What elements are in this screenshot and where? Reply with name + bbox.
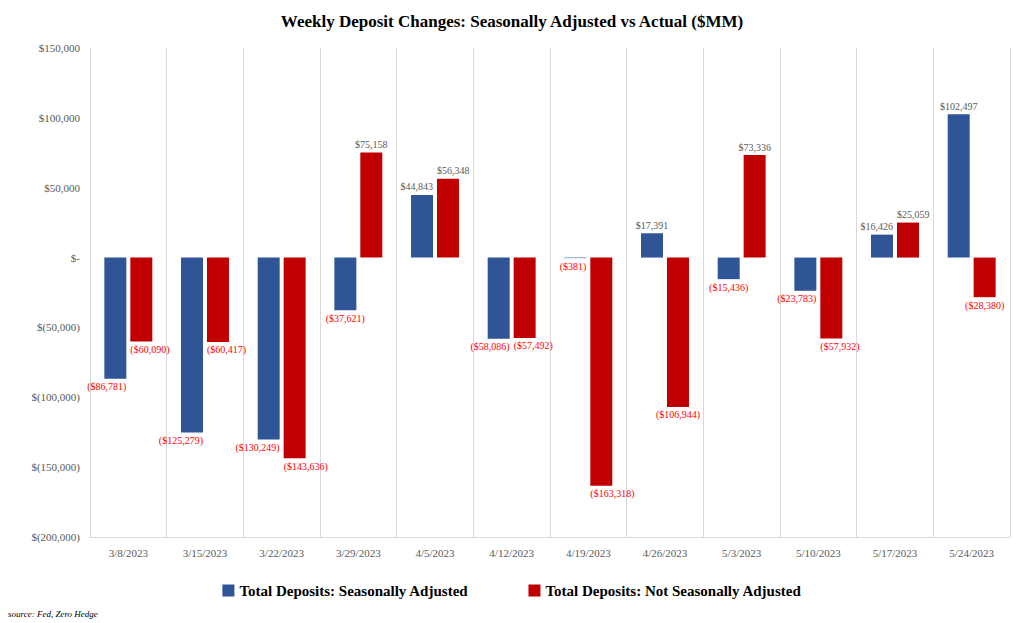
svg-text:4/5/2023: 4/5/2023 [415, 547, 455, 559]
svg-text:$100,000: $100,000 [39, 112, 81, 124]
svg-text:($58,086): ($58,086) [471, 341, 510, 353]
svg-text:Weekly Deposit Changes: Season: Weekly Deposit Changes: Seasonally Adjus… [281, 12, 743, 31]
svg-text:5/3/2023: 5/3/2023 [722, 547, 762, 559]
svg-text:($28,380): ($28,380) [965, 300, 1004, 312]
svg-text:source: Fed, Zero Hedge: source: Fed, Zero Hedge [8, 609, 98, 619]
svg-text:$(100,000): $(100,000) [31, 391, 80, 404]
svg-text:Total Deposits: Seasonally Adj: Total Deposits: Seasonally Adjusted [239, 583, 468, 599]
svg-text:$56,348: $56,348 [437, 165, 470, 176]
svg-text:$(50,000): $(50,000) [37, 321, 80, 334]
svg-text:($130,249): ($130,249) [236, 442, 280, 454]
svg-text:5/17/2023: 5/17/2023 [873, 547, 918, 559]
svg-text:($86,781): ($86,781) [87, 381, 126, 393]
svg-text:$16,426: $16,426 [861, 221, 894, 232]
svg-text:($15,436): ($15,436) [709, 282, 748, 294]
svg-text:3/8/2023: 3/8/2023 [109, 547, 149, 559]
svg-text:($106,944): ($106,944) [656, 409, 700, 421]
svg-text:($60,417): ($60,417) [207, 344, 246, 356]
svg-text:$75,158: $75,158 [355, 139, 388, 150]
svg-text:($60,090): ($60,090) [130, 344, 169, 356]
svg-text:$73,336: $73,336 [738, 142, 771, 153]
svg-text:$50,000: $50,000 [44, 182, 80, 194]
svg-text:($23,783): ($23,783) [777, 293, 816, 305]
svg-text:$17,391: $17,391 [636, 220, 669, 231]
svg-text:($381): ($381) [560, 261, 587, 273]
svg-text:3/29/2023: 3/29/2023 [336, 547, 381, 559]
svg-text:($143,636): ($143,636) [284, 461, 328, 473]
svg-text:3/15/2023: 3/15/2023 [183, 547, 228, 559]
svg-text:($37,621): ($37,621) [326, 313, 365, 325]
svg-text:$-: $- [71, 252, 81, 264]
svg-text:$102,497: $102,497 [940, 101, 978, 112]
svg-text:($57,932): ($57,932) [820, 341, 859, 353]
svg-text:3/22/2023: 3/22/2023 [259, 547, 304, 559]
svg-text:4/19/2023: 4/19/2023 [566, 547, 611, 559]
svg-text:Total Deposits: Not Seasonally: Total Deposits: Not Seasonally Adjusted [545, 583, 801, 599]
svg-text:4/26/2023: 4/26/2023 [643, 547, 688, 559]
svg-text:$44,843: $44,843 [401, 181, 434, 192]
svg-text:($57,492): ($57,492) [514, 340, 553, 352]
svg-text:($125,279): ($125,279) [159, 435, 203, 447]
svg-text:5/24/2023: 5/24/2023 [949, 547, 994, 559]
svg-text:$(200,000): $(200,000) [31, 531, 80, 544]
svg-text:4/12/2023: 4/12/2023 [489, 547, 534, 559]
svg-text:$(150,000): $(150,000) [31, 461, 80, 474]
svg-text:5/10/2023: 5/10/2023 [796, 547, 841, 559]
svg-text:($163,318): ($163,318) [590, 488, 634, 500]
svg-text:$25,059: $25,059 [897, 209, 930, 220]
svg-text:$150,000: $150,000 [39, 42, 81, 54]
